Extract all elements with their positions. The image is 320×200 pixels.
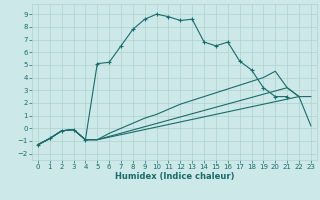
X-axis label: Humidex (Indice chaleur): Humidex (Indice chaleur) — [115, 172, 234, 181]
